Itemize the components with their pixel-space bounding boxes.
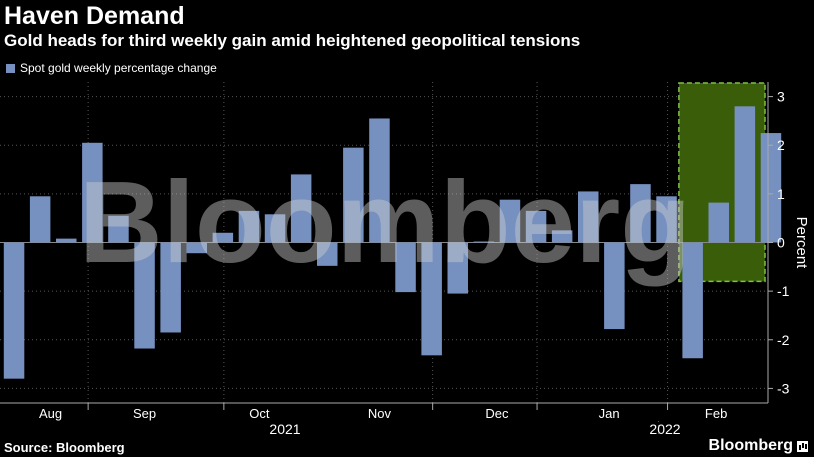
bar: [473, 241, 495, 243]
month-label: Jan: [599, 406, 620, 421]
y-tick-label: -1: [777, 283, 790, 299]
watermark: Bloomberg: [79, 157, 691, 287]
bar: [82, 142, 103, 243]
bar: [29, 196, 51, 243]
month-label: Oct: [249, 406, 270, 421]
bar: [317, 242, 338, 266]
y-tick-label: -3: [777, 380, 790, 396]
bar: [604, 242, 625, 330]
month-label: Nov: [368, 406, 392, 421]
bar: [369, 118, 390, 243]
bar: [734, 106, 756, 243]
bar: [447, 242, 468, 294]
bar: [160, 242, 181, 333]
chart-title: Haven Demand: [4, 2, 185, 30]
bar: [499, 199, 521, 243]
bar: [682, 242, 703, 359]
bar: [3, 242, 25, 379]
bar: [395, 242, 416, 293]
bar: [525, 210, 547, 243]
y-tick-label: -2: [777, 332, 790, 348]
bar: [630, 184, 651, 243]
bar: [212, 232, 234, 243]
source-note: Source: Bloomberg: [4, 440, 125, 455]
bar: [656, 196, 677, 243]
month-label: Dec: [485, 406, 509, 421]
legend-swatch: [6, 63, 15, 73]
legend-label: Spot gold weekly percentage change: [20, 61, 217, 75]
month-label: Feb: [705, 406, 727, 421]
bar: [290, 174, 312, 243]
bloomberg-logo: Bloomberg: [709, 437, 808, 455]
brand-label: Bloomberg: [708, 437, 793, 454]
bar: [578, 191, 599, 243]
bar: [708, 202, 729, 243]
y-tick-label: 0: [777, 235, 785, 251]
bloomberg-chart-icon: [797, 440, 808, 452]
month-label: Sep: [133, 406, 156, 421]
year-label: 2022: [649, 421, 680, 437]
bar: [343, 147, 364, 243]
bar: [134, 242, 155, 349]
y-tick-label: 3: [777, 89, 785, 105]
bar: [760, 133, 782, 243]
bar: [238, 210, 260, 243]
bar: [421, 242, 442, 356]
y-axis-label: Percent: [793, 217, 810, 270]
year-label: 2021: [269, 421, 300, 437]
y-tick-label: 1: [777, 186, 785, 202]
chart-subtitle: Gold heads for third weekly gain amid he…: [4, 31, 581, 50]
bar: [56, 238, 77, 243]
bar: [108, 215, 129, 243]
bar: [264, 214, 286, 243]
bar: [186, 242, 207, 254]
legend: Spot gold weekly percentage change: [6, 61, 217, 75]
bar: [551, 230, 573, 243]
month-label: Aug: [39, 406, 62, 421]
y-tick-label: 2: [777, 137, 785, 153]
